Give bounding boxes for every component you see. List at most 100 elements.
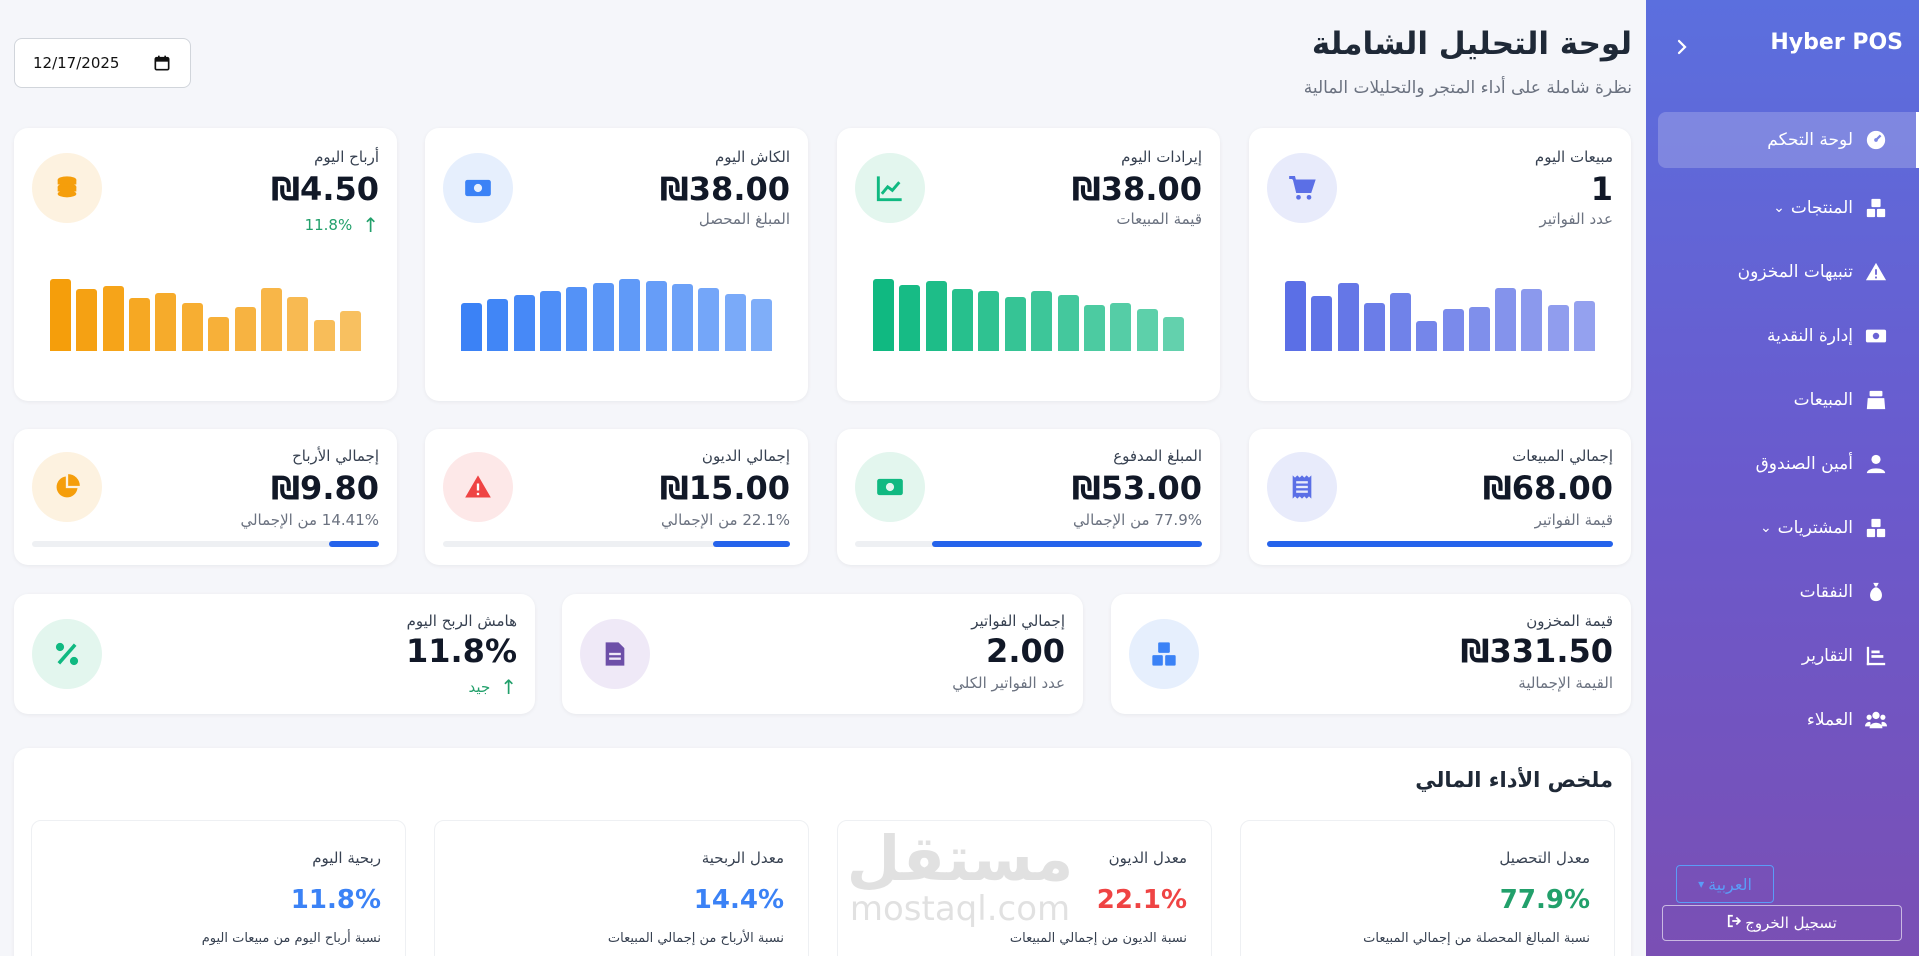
card-label: مبيعات اليوم [1534, 148, 1613, 166]
money-icon [1863, 323, 1889, 349]
sparkline-bar [1004, 297, 1026, 351]
profit-sparkline [50, 275, 361, 351]
sidebar-item-label: المشتريات [1777, 518, 1853, 538]
card-label: إجمالي الفواتير [971, 612, 1065, 630]
sparkline-bar [1547, 305, 1569, 351]
language-button[interactable]: العربية ▾ [1676, 865, 1774, 903]
progress-bar [32, 541, 379, 547]
language-label: العربية [1708, 874, 1752, 894]
card-label: إجمالي الأرباح [292, 447, 379, 465]
sidebar-item-label: التقارير [1801, 646, 1853, 666]
chevron-down-icon: ⌄ [1773, 200, 1785, 216]
perf-label: معدل الديون [1108, 849, 1187, 867]
sales-sparkline [1285, 275, 1595, 351]
warning-icon [1863, 259, 1889, 285]
card-label: أرباح اليوم [314, 148, 379, 166]
sparkline-bar [76, 289, 98, 351]
sparkline-bar [925, 281, 947, 351]
performance-card: معدل التحصيل 77.9% نسبة المبالغ المحصلة … [1240, 820, 1615, 956]
card-sub: 14.41% من الإجمالي [240, 511, 379, 529]
sidebar-item-label: النفقات [1799, 582, 1853, 602]
sidebar-item-label: المبيعات [1793, 390, 1853, 410]
performance-card: معدل الديون 22.1% نسبة الديون من إجمالي … [837, 820, 1212, 956]
main-content: لوحة التحليل الشاملة نظرة شاملة على أداء… [14, 26, 1632, 956]
sparkline-bar [181, 303, 203, 351]
sparkline-bar [50, 279, 71, 351]
sparkline-bar [540, 291, 562, 351]
total-sales-card: إجمالي المبيعات ₪68.00 قيمة الفواتير [1249, 429, 1631, 565]
sparkline-bar [619, 279, 641, 351]
progress-bar [855, 541, 1202, 547]
inventory-value-card: قيمة المخزون ₪331.50 القيمة الإجمالية [1111, 594, 1631, 714]
logout-label: تسجيل الخروج [1745, 914, 1837, 932]
profit-margin-card: هامش الربح اليوم 11.8% ↑ جيد [14, 594, 535, 714]
sparkline-bar [873, 279, 894, 351]
progress-fill [1267, 541, 1613, 547]
card-sub: قيمة المبيعات [1116, 210, 1202, 228]
sidebar-nav: لوحة التحكم المنتجات ⌄ تنبيهات المخزون إ… [1646, 112, 1919, 752]
chevron-left-icon[interactable] [1668, 30, 1696, 64]
invoice-icon [580, 619, 650, 689]
card-label: قيمة المخزون [1526, 612, 1613, 630]
money-icon [855, 452, 925, 522]
sidebar-item-reports[interactable]: التقارير [1646, 624, 1919, 688]
arrow-up-icon: ↑ [362, 213, 379, 237]
progress-fill [713, 541, 790, 547]
sparkline-bar [1031, 291, 1053, 351]
sparkline-bar [1057, 295, 1079, 351]
sparkline-bar [1468, 307, 1490, 351]
sidebar-item-purchases[interactable]: المشتريات ⌄ [1646, 496, 1919, 560]
card-sub: عدد الفواتير الكلي [952, 674, 1065, 692]
card-value: ₪9.80 [271, 469, 379, 507]
sidebar-item-sales[interactable]: المبيعات [1646, 368, 1919, 432]
sparkline-bar [645, 281, 667, 351]
sidebar-item-dashboard[interactable]: لوحة التحكم [1658, 112, 1919, 168]
sidebar-item-products[interactable]: المنتجات ⌄ [1646, 176, 1919, 240]
card-sub: القيمة الإجمالية [1518, 674, 1613, 692]
sidebar-item-customers[interactable]: العملاء [1646, 688, 1919, 752]
sidebar-item-expenses[interactable]: النفقات [1646, 560, 1919, 624]
cart-icon [1267, 153, 1337, 223]
chart-icon [1863, 643, 1889, 669]
money-icon [443, 153, 513, 223]
sidebar-item-cash-management[interactable]: إدارة النقدية [1646, 304, 1919, 368]
sidebar: Hyber POS لوحة التحكم المنتجات ⌄ تنبيهات… [1646, 0, 1919, 956]
today-revenue-card: إيرادات اليوم ₪38.00 قيمة المبيعات [837, 128, 1220, 401]
progress-fill [329, 541, 379, 547]
card-value: ₪15.00 [659, 469, 790, 507]
performance-card: ربحية اليوم 11.8% نسبة أرباح اليوم من مب… [31, 820, 406, 956]
gauge-icon [1863, 127, 1889, 153]
sparkline-bar [671, 284, 693, 351]
receipt-icon [1267, 452, 1337, 522]
sparkline-bar [1083, 305, 1105, 351]
logout-button[interactable]: تسجيل الخروج [1662, 905, 1902, 941]
paid-amount-card: المبلغ المدفوع ₪53.00 77.9% من الإجمالي [837, 429, 1220, 565]
sparkline-bar [339, 311, 361, 351]
sparkline-bar [513, 295, 535, 351]
perf-value: 22.1% [1096, 885, 1187, 915]
sparkline-bar [1390, 293, 1412, 351]
today-sales-card: مبيعات اليوم 1 عدد الفواتير [1249, 128, 1631, 401]
sidebar-item-stock-alerts[interactable]: تنبيهات المخزون [1646, 240, 1919, 304]
card-value: ₪38.00 [1071, 170, 1202, 208]
chevron-down-icon: ▾ [1698, 877, 1705, 891]
percent-icon [32, 619, 102, 689]
sparkline-bar [234, 307, 256, 351]
trend-indicator: ↑ 11.8% [305, 213, 379, 237]
card-sub: 22.1% من الإجمالي [661, 511, 790, 529]
card-sub: المبلغ المحصل [698, 210, 790, 228]
card-value: ₪331.50 [1460, 632, 1613, 670]
money-bag-icon [1863, 579, 1889, 605]
page-subtitle: نظرة شاملة على أداء المتجر والتحليلات ال… [1303, 78, 1632, 98]
progress-bar [1267, 541, 1613, 547]
page-title: لوحة التحليل الشاملة [1311, 26, 1632, 62]
pie-icon [32, 452, 102, 522]
card-label: هامش الربح اليوم [406, 612, 517, 630]
calendar-icon[interactable] [154, 55, 170, 71]
date-picker[interactable]: 12/17/2025 [14, 38, 191, 88]
today-cash-card: الكاش اليوم ₪38.00 المبلغ المحصل [425, 128, 808, 401]
warning-icon [443, 452, 513, 522]
perf-value: 77.9% [1499, 885, 1590, 915]
sidebar-item-cashier[interactable]: أمين الصندوق [1646, 432, 1919, 496]
boxes-icon [1129, 619, 1199, 689]
